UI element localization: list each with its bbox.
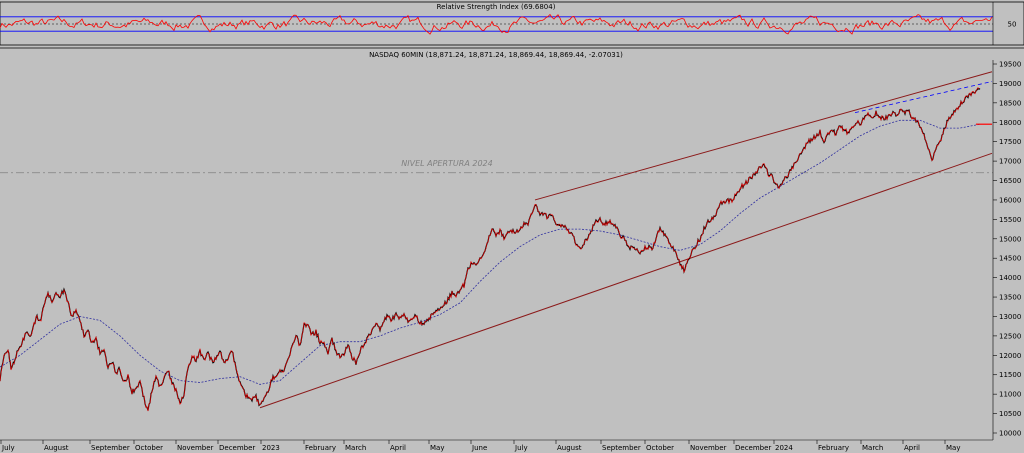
time-axis-label: February — [305, 444, 336, 452]
time-axis-label: December — [219, 444, 255, 452]
time-axis-label: April — [390, 444, 406, 452]
rsi-series-line — [0, 13, 993, 35]
time-axis-label: April — [904, 444, 920, 452]
channel-extension-line — [854, 81, 993, 113]
rsi-title: Relative Strength Index (69.6804) — [437, 3, 556, 11]
price-axis-tick-label: 18000 — [999, 119, 1021, 127]
price-axis-tick-label: 10000 — [999, 430, 1021, 438]
time-axis-label: March — [345, 444, 366, 452]
price-title: NASDAQ 60MIN (18,871.24, 18,871.24, 18,8… — [369, 51, 623, 59]
price-axis-tick-label: 13500 — [999, 294, 1021, 302]
time-axis-label: July — [1, 444, 15, 452]
rsi-frame — [0, 1, 1024, 46]
time-axis-label: August — [557, 444, 582, 452]
price-axis-tick-label: 11000 — [999, 391, 1021, 399]
price-axis-tick-label: 14000 — [999, 274, 1021, 282]
time-axis-label: November — [690, 444, 727, 452]
price-axis-tick-label: 16500 — [999, 177, 1021, 185]
time-axis-label: March — [862, 444, 883, 452]
price-axis-tick-label: 12000 — [999, 352, 1021, 360]
price-series-line — [0, 87, 981, 411]
price-axis-tick-label: 10500 — [999, 410, 1021, 418]
price-axis-tick-label: 18500 — [999, 99, 1021, 107]
price-axis-tick-label: 12500 — [999, 332, 1021, 340]
time-axis-label: September — [602, 444, 641, 452]
time-axis-label: August — [44, 444, 69, 452]
time-axis-label: June — [471, 444, 487, 452]
time-axis-label: December — [735, 444, 771, 452]
price-axis-tick-label: 11500 — [999, 371, 1021, 379]
time-axis-label: May — [430, 444, 444, 452]
price-panel: NASDAQ 60MIN (18,871.24, 18,871.24, 18,8… — [0, 47, 1024, 452]
price-axis-tick-label: 16000 — [999, 196, 1021, 204]
time-axis-label: October — [135, 444, 163, 452]
time-axis-ticks: July August September October November Decemb… — [0, 440, 960, 452]
price-axis-ticks: 10000 10500 11000 11500 12000 12500 13000 13500… — [993, 61, 1021, 438]
price-highlight-line — [0, 86, 980, 412]
trendlines — [259, 71, 993, 409]
time-axis-label: September — [91, 444, 130, 452]
annotation-label: NIVEL APERTURA 2024 — [401, 159, 492, 168]
time-axis-label: October — [646, 444, 674, 452]
price-axis-tick-label: 15500 — [999, 216, 1021, 224]
price-axis-tick-label: 17500 — [999, 138, 1021, 146]
time-axis-label: May — [946, 444, 960, 452]
price-axis-tick-label: 15000 — [999, 235, 1021, 243]
time-axis-label: July — [514, 444, 528, 452]
time-axis-label: 2023 — [262, 444, 280, 452]
price-axis-tick-label: 19000 — [999, 80, 1021, 88]
trendline — [259, 152, 993, 409]
trendline — [534, 71, 993, 201]
moving-average-line — [0, 119, 981, 385]
price-axis-tick-label: 14500 — [999, 255, 1021, 263]
time-axis-label: 2024 — [775, 444, 793, 452]
price-axis-tick-label: 17000 — [999, 158, 1021, 166]
rsi-tick-label: 50 — [1008, 21, 1017, 29]
price-axis-tick-label: 13000 — [999, 313, 1021, 321]
rsi-panel: 50 Relative Strength Index (69.6804) — [0, 1, 1024, 46]
price-axis-tick-label: 19500 — [999, 61, 1021, 69]
time-axis-label: February — [818, 444, 849, 452]
time-axis-label: November — [177, 444, 214, 452]
